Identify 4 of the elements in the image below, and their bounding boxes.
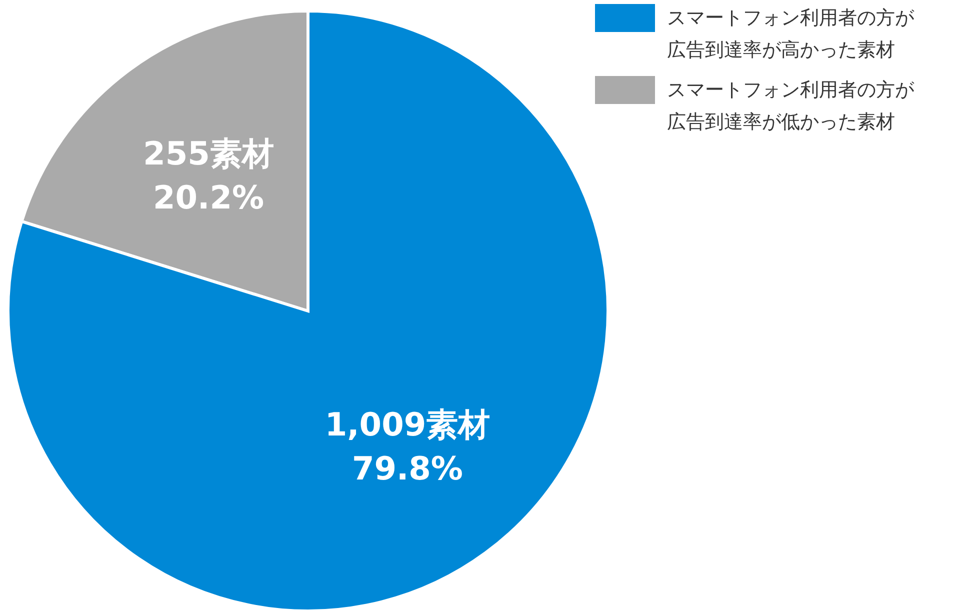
data-label: 1,009素材 79.8% bbox=[324, 405, 490, 488]
legend-label: スマートフォン利用者の方が広告到達率が低かった素材 bbox=[667, 78, 916, 135]
legend-label: スマートフォン利用者の方が広告到達率が高かった素材 bbox=[667, 6, 916, 63]
data-label: 255素材 20.2% bbox=[143, 134, 274, 217]
